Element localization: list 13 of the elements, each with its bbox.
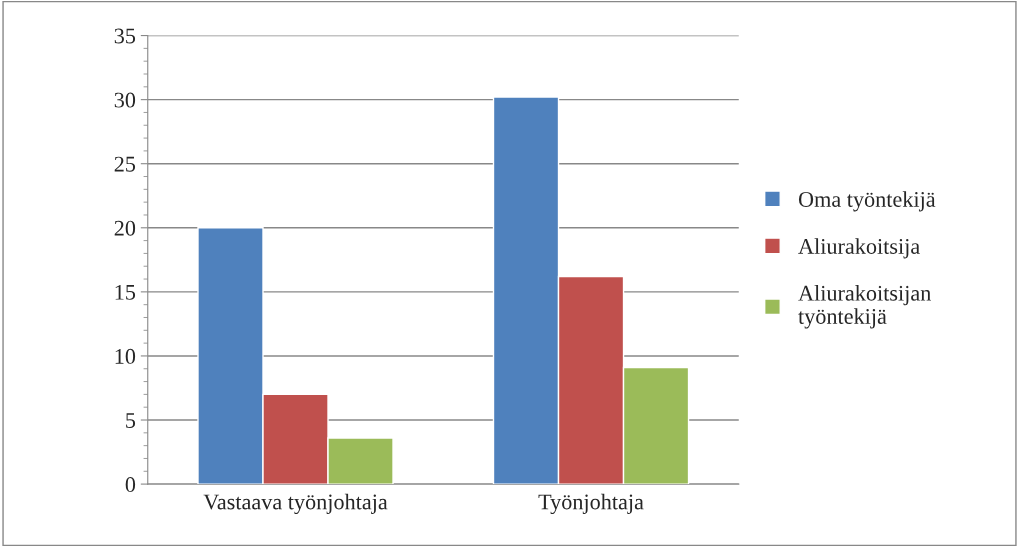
y-tick-label: 35	[114, 28, 136, 44]
y-tick-label: 5	[126, 413, 136, 428]
y-tick-label: 10	[115, 348, 136, 364]
y-tick-label: 20	[114, 220, 136, 236]
y-tick-label: 15	[115, 284, 136, 300]
x-tick-label: Vastaava työnjohtaja	[203, 493, 388, 515]
legend-label: Aliurakoitsija	[798, 238, 920, 259]
x-tick-label: Työnjohtaja	[538, 493, 644, 515]
y-tick-label: 30	[114, 92, 136, 108]
y-tick-label: 0	[125, 477, 136, 493]
y-tick-label: 25	[114, 156, 136, 172]
legend-label: Aliurakoitsijan työntekijä	[798, 285, 931, 329]
legend-label: Oma työntekijä	[798, 191, 936, 212]
